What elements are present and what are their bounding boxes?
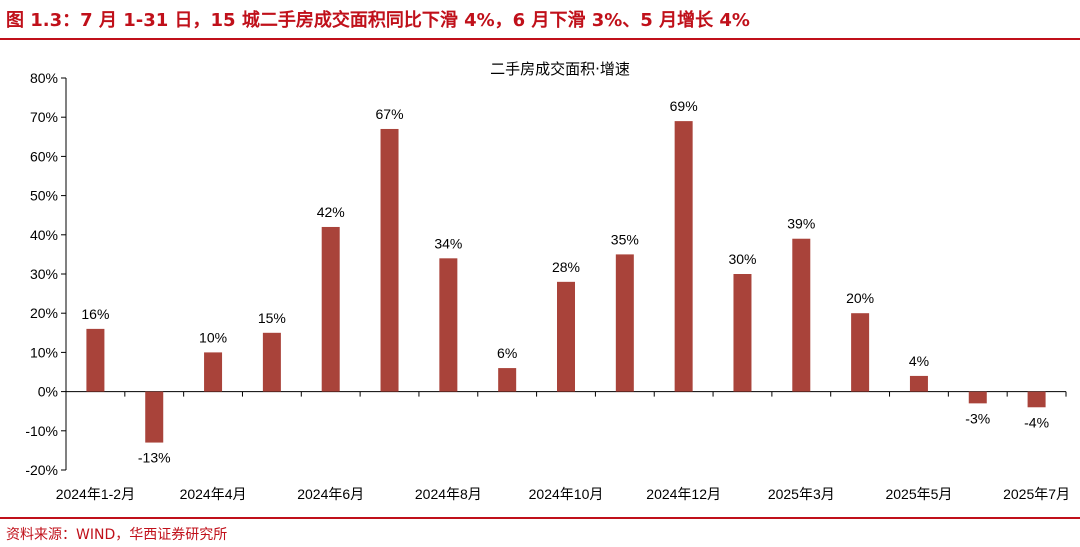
- x-axis: 2024年1-2月 2024年4月 2024年6月 2024年8月 2024年10月 20…: [56, 391, 1070, 502]
- x-tick-label: 2024年12月: [646, 486, 721, 502]
- bottom-divider: [0, 517, 1080, 519]
- data-label: 28%: [552, 259, 580, 275]
- bar: [145, 391, 164, 443]
- data-label: 67%: [376, 106, 404, 122]
- y-tick-label: -10%: [25, 423, 58, 439]
- y-tick-label: -20%: [25, 462, 58, 478]
- data-label: 30%: [728, 251, 756, 267]
- figure-title: 图 1.3：7 月 1-31 日，15 城二手房成交面积同比下滑 4%，6 月下…: [6, 10, 750, 31]
- x-tick-label: 2025年3月: [768, 486, 835, 502]
- bar: [674, 121, 693, 392]
- y-axis: -20% -10% 0% 10% 20% 30% 40% 50% 60% 70% 80%: [25, 70, 67, 478]
- data-label: -4%: [1024, 414, 1049, 430]
- y-tick-label: 30%: [30, 266, 58, 282]
- data-label: 15%: [258, 310, 286, 326]
- bar: [321, 226, 340, 392]
- y-tick-label: 20%: [30, 305, 58, 321]
- bar: [909, 375, 928, 392]
- bar: [262, 332, 281, 392]
- x-tick-label: 2024年10月: [529, 486, 604, 502]
- data-label: 39%: [787, 216, 815, 232]
- top-divider: [0, 38, 1080, 40]
- x-tick-label: 2024年4月: [180, 486, 247, 502]
- bar: [557, 281, 575, 392]
- x-tick-label: 2024年6月: [297, 486, 364, 502]
- data-labels: 16% -13% 10% 15% 42% 67% 34% 6% 28% 35% 69% 30% 39% 2…: [81, 98, 1049, 465]
- data-label: 35%: [611, 231, 639, 247]
- data-label: 20%: [846, 290, 874, 306]
- x-tick-label: 2025年7月: [1003, 486, 1070, 502]
- bar: [380, 128, 399, 392]
- data-label: 42%: [317, 204, 345, 220]
- bar: [851, 313, 870, 392]
- source-note: 资料来源：WIND，华西证券研究所: [6, 527, 228, 543]
- bar: [1027, 391, 1046, 408]
- data-label: -3%: [965, 410, 990, 426]
- data-label: 10%: [199, 329, 227, 345]
- y-tick-label: 0%: [38, 384, 58, 400]
- bar: [733, 274, 752, 392]
- data-label: 34%: [434, 235, 462, 251]
- x-tick-label: 2024年1-2月: [56, 486, 135, 502]
- bar: [615, 254, 634, 392]
- data-label: 4%: [909, 353, 929, 369]
- bar: [86, 328, 105, 392]
- y-tick-label: 70%: [30, 109, 58, 125]
- data-label: 6%: [497, 345, 517, 361]
- bar: [204, 352, 223, 392]
- bar-chart: 二手房成交面积·增速 -20% -10% 0% 10% 20% 30% 40% 50% 60% 7…: [25, 60, 1070, 502]
- bar: [498, 368, 517, 392]
- data-label: -13%: [138, 450, 171, 466]
- y-tick-label: 60%: [30, 148, 58, 164]
- y-tick-label: 10%: [30, 344, 58, 360]
- bar: [968, 391, 987, 404]
- y-tick-label: 40%: [30, 227, 58, 243]
- bar: [792, 238, 811, 392]
- y-tick-label: 50%: [30, 188, 58, 204]
- data-label: 16%: [81, 306, 109, 322]
- data-label: 69%: [670, 98, 698, 114]
- x-tick-label: 2025年5月: [885, 486, 952, 502]
- bar: [439, 258, 458, 392]
- x-tick-label: 2024年8月: [415, 486, 482, 502]
- y-tick-label: 80%: [30, 70, 58, 86]
- chart-title: 二手房成交面积·增速: [490, 60, 630, 78]
- bars: [86, 121, 1046, 443]
